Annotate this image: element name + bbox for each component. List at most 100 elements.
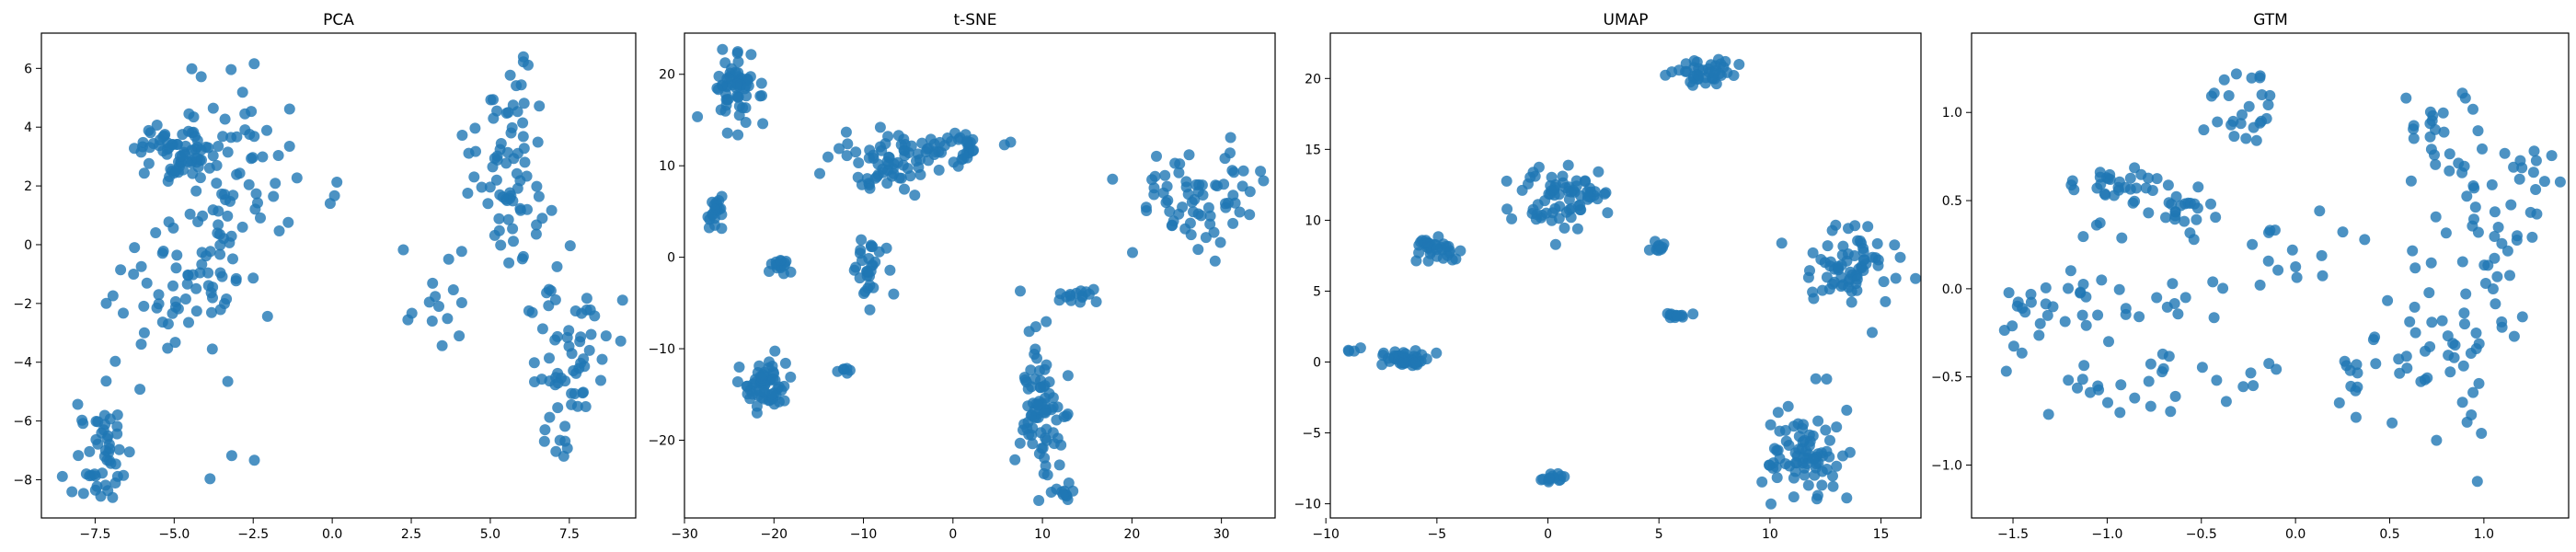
data-point-umap-236 [1871, 237, 1883, 249]
data-point-gtm-202 [2527, 167, 2539, 178]
data-point-pca-320 [500, 157, 512, 169]
data-point-tsne-439 [1225, 132, 1236, 144]
data-point-tsne-23 [721, 127, 733, 139]
data-point-pca-200 [153, 289, 165, 301]
data-point-pca-279 [504, 69, 516, 81]
data-point-pca-178 [102, 430, 114, 442]
data-point-pca-118 [239, 108, 251, 120]
data-point-tsne-255 [751, 400, 763, 412]
data-point-tsne-452 [1237, 165, 1249, 177]
data-point-pca-373 [573, 362, 585, 374]
data-point-pca-295 [463, 147, 475, 159]
data-point-pca-77 [219, 113, 231, 125]
x-tick-label-umap-5: 15 [1873, 527, 1890, 542]
data-point-tsne-282 [758, 385, 770, 397]
panel-title-umap: UMAP [1604, 11, 1649, 29]
data-point-gtm-226 [2490, 298, 2501, 310]
data-point-pca-216 [196, 259, 208, 270]
data-point-gtm-266 [2508, 330, 2520, 342]
data-point-umap-156 [1655, 244, 1667, 255]
data-point-umap-109 [1569, 186, 1581, 198]
data-point-umap-140 [1422, 236, 1434, 248]
data-point-pca-318 [491, 154, 503, 166]
data-point-pca-327 [511, 80, 523, 92]
data-point-gtm-87 [2059, 316, 2071, 328]
data-point-tsne-369 [1039, 363, 1051, 375]
x-tick-label-pca-6: 7.5 [559, 527, 580, 542]
data-point-gtm-260 [2471, 476, 2483, 488]
data-point-gtm-49 [2169, 213, 2180, 225]
data-point-pca-245 [427, 277, 439, 289]
data-point-gtm-265 [2401, 362, 2413, 374]
data-point-pca-244 [426, 316, 438, 327]
data-point-umap-307 [1827, 480, 1839, 492]
data-point-gtm-61 [2198, 124, 2210, 136]
plot-frame-gtm [1971, 32, 2570, 519]
data-point-gtm-150 [2316, 249, 2328, 261]
data-point-pca-283 [490, 174, 502, 186]
data-point-umap-231 [1849, 220, 1861, 232]
data-point-gtm-248 [2423, 287, 2435, 299]
data-point-pca-110 [213, 141, 224, 152]
data-point-gtm-83 [2040, 282, 2052, 293]
data-point-gtm-134 [2151, 292, 2163, 304]
data-point-tsne-8 [733, 109, 745, 121]
data-point-pca-42 [138, 167, 150, 179]
data-point-umap-89 [1549, 202, 1561, 214]
data-point-tsne-39 [719, 57, 731, 69]
data-point-umap-233 [1807, 286, 1819, 298]
data-point-pca-176 [88, 468, 100, 480]
data-point-umap-210 [1846, 296, 1857, 308]
data-point-gtm-155 [2262, 255, 2274, 267]
data-point-tsne-421 [1127, 247, 1138, 259]
data-point-tsne-142 [882, 158, 894, 170]
data-point-gtm-196 [2524, 206, 2536, 218]
data-point-pca-62 [192, 161, 204, 173]
data-point-umap-366 [1788, 491, 1800, 503]
data-point-umap-76 [1580, 176, 1591, 188]
data-point-gtm-33 [2205, 198, 2216, 210]
data-point-pca-322 [502, 107, 514, 119]
data-point-pca-321 [531, 180, 543, 192]
data-point-pca-226 [181, 278, 193, 290]
data-point-gtm-40 [2160, 212, 2171, 224]
data-point-gtm-243 [2516, 311, 2528, 323]
data-point-gtm-27 [2094, 171, 2106, 183]
data-point-tsne-7 [740, 117, 752, 128]
data-point-gtm-128 [2207, 276, 2219, 288]
data-point-tsne-275 [779, 357, 791, 369]
data-point-pca-156 [66, 486, 78, 498]
panel-gtm: GTM −1.5 −1.0 −0.5 0.0 0.5 1.0 −1.0 −0.5 0.0 0.5 1… [1931, 11, 2570, 542]
data-point-tsne-230 [785, 371, 797, 383]
data-point-umap-94 [1558, 222, 1570, 234]
data-point-gtm-199 [2504, 270, 2515, 282]
data-point-pca-111 [222, 146, 234, 158]
data-point-gtm-182 [2400, 92, 2412, 104]
data-point-pca-372 [549, 293, 561, 305]
data-point-gtm-204 [2456, 256, 2468, 268]
data-point-gtm-142 [2208, 312, 2220, 324]
data-point-pca-347 [596, 353, 608, 365]
y-tick-label-tsne-4: 20 [659, 68, 675, 83]
data-point-pca-383 [566, 348, 578, 360]
data-point-umap-330 [1844, 446, 1856, 458]
data-point-pca-319 [519, 156, 531, 168]
panel-tsne: t-SNE −30 −20 −10 0 10 20 30 −20 −10 0 10 20 [648, 11, 1276, 542]
data-point-gtm-129 [2096, 274, 2108, 286]
y-tick-label-umap-5: 15 [1305, 143, 1321, 157]
data-point-pca-137 [109, 477, 121, 489]
data-point-tsne-114 [850, 146, 862, 158]
data-point-umap-198 [1878, 276, 1890, 288]
data-point-umap-74 [1529, 170, 1541, 182]
data-point-gtm-0 [2129, 162, 2141, 174]
data-point-umap-145 [1437, 252, 1449, 264]
data-point-gtm-240 [2461, 416, 2473, 428]
data-point-pca-352 [595, 374, 606, 386]
data-point-gtm-293 [2245, 367, 2257, 379]
data-point-tsne-406 [1173, 167, 1185, 178]
data-point-pca-233 [202, 267, 214, 279]
data-point-pca-217 [170, 262, 182, 274]
data-point-tsne-252 [769, 345, 781, 357]
data-point-gtm-156 [2286, 244, 2298, 256]
data-point-pca-227 [212, 227, 224, 239]
